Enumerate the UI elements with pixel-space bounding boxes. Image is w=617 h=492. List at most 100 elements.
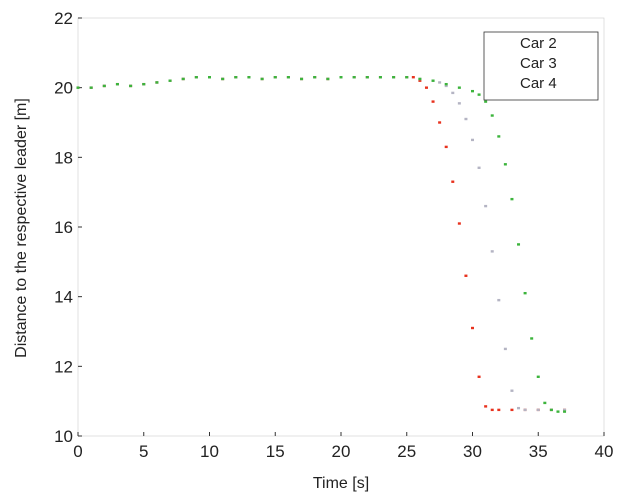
y-tick-label: 18	[54, 148, 73, 167]
data-point-car-4	[313, 76, 317, 79]
data-point-car-4	[194, 76, 198, 79]
data-point-car-4	[556, 410, 560, 413]
data-point-car-2	[497, 408, 501, 412]
data-point-car-2	[418, 79, 422, 82]
data-point-car-4	[234, 76, 238, 79]
data-point-car-2	[444, 145, 448, 149]
data-point-car-3	[536, 408, 540, 412]
data-point-car-2	[464, 274, 468, 277]
data-point-car-3	[523, 408, 527, 412]
data-point-car-2	[510, 408, 514, 412]
data-point-car-3	[477, 166, 481, 169]
data-point-car-4	[115, 82, 119, 86]
legend: Car 2 Car 3 Car 4	[483, 31, 599, 101]
data-point-car-4	[142, 82, 146, 86]
x-tick-label: 5	[139, 442, 148, 461]
data-point-car-4	[365, 76, 369, 79]
data-point-car-3	[503, 347, 507, 351]
data-point-car-3	[438, 81, 442, 84]
x-tick-label: 15	[266, 442, 285, 461]
legend-label-car-4: Car 4	[520, 75, 557, 92]
data-point-car-3	[457, 102, 461, 105]
legend-label-car-3: Car 3	[520, 55, 557, 72]
data-point-car-4	[273, 76, 277, 79]
x-axis-ticks: 0 5 10 15 20 25 30 35 40	[73, 432, 613, 461]
data-point-car-3	[464, 117, 468, 121]
data-point-car-2	[477, 375, 481, 378]
data-point-car-4	[155, 81, 159, 84]
x-tick-label: 20	[332, 442, 351, 461]
data-point-car-4	[530, 337, 534, 340]
data-point-car-4	[477, 93, 481, 96]
data-point-car-4	[286, 76, 290, 79]
x-tick-label: 35	[529, 442, 548, 461]
data-point-car-2	[451, 180, 455, 183]
data-point-car-4	[543, 401, 547, 405]
data-point-car-4	[300, 77, 304, 81]
data-point-car-4	[418, 77, 422, 81]
data-point-car-3	[471, 138, 474, 142]
data-point-car-4	[181, 77, 185, 81]
x-axis-label: Time [s]	[313, 475, 369, 492]
data-point-car-4	[89, 86, 93, 89]
x-tick-label: 10	[200, 442, 219, 461]
data-point-car-4	[392, 76, 396, 79]
legend-box	[483, 31, 599, 101]
data-point-car-3	[517, 406, 521, 410]
data-point-car-3	[451, 91, 455, 95]
y-tick-label: 22	[54, 9, 73, 28]
legend-label-car-2: Car 2	[520, 35, 557, 52]
y-tick-label: 20	[54, 79, 73, 98]
data-point-car-4	[490, 114, 494, 117]
data-point-car-4	[168, 79, 172, 82]
data-point-car-4	[260, 77, 264, 81]
x-tick-label: 40	[595, 442, 614, 461]
data-point-car-4	[102, 84, 106, 88]
data-point-car-3	[497, 298, 501, 302]
data-point-car-2	[471, 326, 474, 330]
data-point-car-2	[438, 121, 442, 124]
data-point-car-2	[424, 86, 428, 89]
y-tick-label: 16	[54, 218, 73, 237]
data-point-car-4	[497, 135, 501, 138]
data-point-car-3	[490, 250, 494, 253]
data-point-car-4	[457, 86, 461, 89]
data-point-car-4	[247, 76, 251, 79]
data-point-car-4	[431, 79, 435, 82]
data-point-car-4	[549, 408, 553, 412]
data-point-car-4	[352, 76, 356, 79]
data-point-car-3	[510, 389, 514, 392]
data-point-car-4	[536, 375, 540, 378]
data-point-car-4	[517, 243, 521, 246]
y-axis-ticks: 10 12 14 16 18 20 22	[54, 9, 82, 446]
data-point-car-4	[378, 76, 382, 79]
data-point-car-4	[326, 77, 330, 81]
data-point-car-2	[457, 222, 461, 225]
data-point-car-4	[339, 76, 343, 79]
data-point-car-4	[471, 89, 474, 93]
data-point-car-4	[221, 77, 225, 81]
data-point-car-3	[444, 84, 448, 88]
x-tick-label: 0	[73, 442, 82, 461]
data-point-car-4	[503, 163, 507, 166]
data-point-car-4	[76, 86, 80, 89]
x-tick-label: 30	[463, 442, 482, 461]
data-point-car-4	[563, 410, 567, 413]
data-point-car-4	[510, 197, 514, 201]
data-points	[76, 43, 567, 413]
data-point-car-2	[411, 76, 415, 79]
x-tick-label: 25	[397, 442, 416, 461]
y-tick-label: 14	[54, 288, 73, 307]
y-axis-label: Distance to the respective leader [m]	[13, 98, 30, 358]
data-point-car-3	[563, 408, 567, 412]
data-point-car-2	[431, 100, 435, 103]
data-point-car-4	[523, 291, 527, 295]
data-point-car-3	[484, 204, 488, 208]
data-point-car-2	[484, 405, 488, 408]
data-point-car-4	[444, 82, 448, 86]
data-point-car-4	[484, 100, 488, 103]
data-point-car-4	[208, 76, 211, 79]
y-tick-label: 12	[54, 357, 73, 376]
data-point-car-4	[405, 76, 409, 79]
